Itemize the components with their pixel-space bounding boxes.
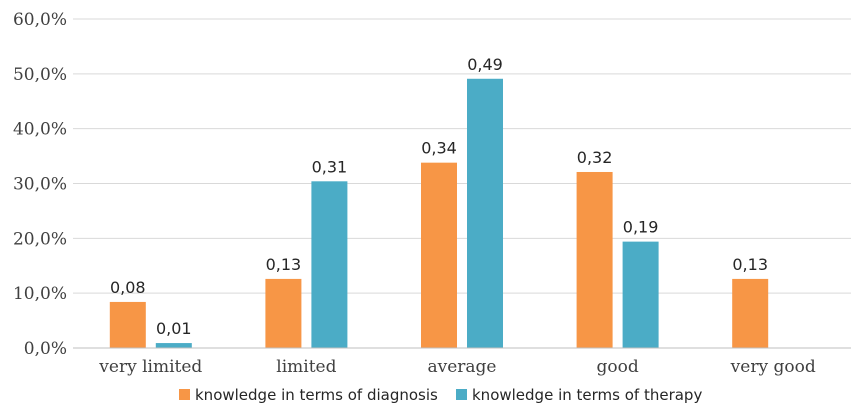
x-category-label: average: [427, 357, 496, 377]
legend-label: knowledge in terms of diagnosis: [195, 386, 438, 404]
grid-lines: [73, 18, 851, 294]
x-category-label: very good: [730, 357, 816, 377]
bar: [311, 181, 348, 348]
x-axis-category-labels: very limited limited average good very good: [98, 357, 816, 377]
legend-swatch: [456, 389, 467, 400]
x-category-label: limited: [276, 357, 336, 377]
data-label: 0,49: [467, 55, 503, 74]
y-axis-ticks: 0,0% 10,0% 20,0% 30,0% 40,0% 50,0% 60,0%: [13, 10, 67, 359]
y-tick-label: 40,0%: [13, 120, 67, 140]
bar: [622, 241, 659, 348]
bar: [467, 78, 503, 348]
bar: [109, 301, 146, 348]
data-label: 0,13: [266, 255, 302, 274]
y-tick-label: 60,0%: [13, 10, 67, 30]
data-label: 0,01: [156, 319, 192, 338]
x-category-label: good: [596, 357, 638, 377]
data-label: 0,32: [577, 148, 613, 167]
y-tick-label: 50,0%: [13, 65, 67, 85]
y-tick-label: 30,0%: [13, 175, 67, 195]
data-label: 0,13: [732, 255, 768, 274]
bar: [421, 162, 457, 348]
data-label: 0,34: [421, 139, 457, 158]
bar: [576, 171, 613, 348]
data-label: 0,31: [312, 157, 348, 176]
legend: knowledge in terms of diagnosis knowledge…: [179, 386, 702, 404]
y-tick-label: 0,0%: [24, 339, 67, 359]
bars: [109, 78, 769, 348]
bar: [732, 278, 769, 348]
data-label: 0,08: [110, 278, 146, 297]
bar: [265, 278, 302, 348]
data-label: 0,19: [623, 218, 659, 237]
legend-label: knowledge in terms of therapy: [472, 386, 702, 404]
y-tick-label: 10,0%: [13, 284, 67, 304]
data-labels: 0,08 0,01 0,13 0,31 0,34 0,49 0,32 0,19 0,13: [110, 55, 768, 338]
x-category-label: very limited: [98, 357, 202, 377]
y-tick-label: 20,0%: [13, 229, 67, 249]
bar: [155, 343, 192, 348]
legend-swatch: [179, 389, 190, 400]
